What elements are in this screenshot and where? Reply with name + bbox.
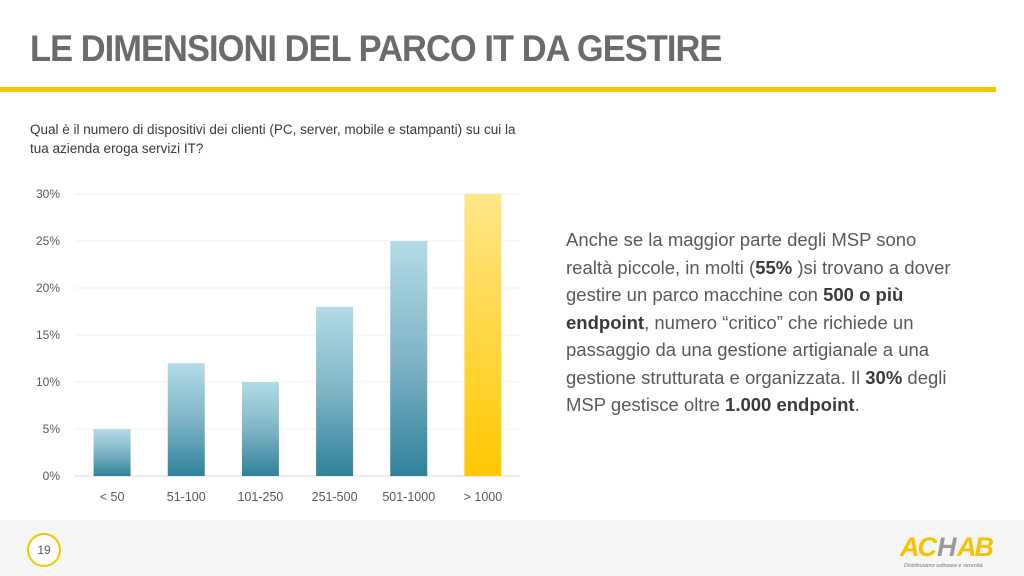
highlight-30: 30%	[865, 366, 903, 388]
y-tick-label: 5%	[43, 422, 61, 436]
commentary-text: Anche se la maggior parte degli MSP sono…	[566, 229, 951, 415]
y-tick-label: 25%	[36, 234, 60, 248]
footer	[0, 520, 1024, 576]
bar--50	[93, 429, 131, 476]
survey-question: Qual è il numero di dispositivi dei clie…	[30, 122, 516, 156]
svg-text:Distribuiamo software e sereni: Distribuiamo software e serenità	[904, 563, 983, 569]
x-tick-label: 501-1000	[382, 490, 435, 504]
x-tick-label: 101-250	[237, 490, 283, 504]
svg-text:H: H	[937, 532, 957, 562]
highlight-1000-endpoint: 1.000 endpoint	[725, 394, 855, 415]
bar-251-500	[316, 306, 354, 476]
y-tick-label: 30%	[36, 187, 60, 201]
svg-text:AB: AB	[956, 532, 993, 562]
x-tick-label: < 50	[100, 490, 125, 504]
bar-501-1000	[390, 241, 428, 476]
y-tick-label: 10%	[36, 375, 60, 389]
y-tick-label: 15%	[36, 328, 60, 342]
y-tick-label: 0%	[43, 469, 61, 483]
x-tick-label: 51-100	[167, 490, 206, 504]
bar--1000	[464, 194, 502, 476]
page-number: 19	[27, 533, 61, 567]
achab-logo: AC H AB Distribuiamo software e serenità	[899, 532, 995, 569]
svg-text:AC: AC	[899, 532, 937, 562]
highlight-55: 55%	[755, 256, 793, 278]
bar-chart: 0% 5% 10% 15% 20% 25% 30% < 50 51-100 101-250 251-…	[36, 187, 520, 504]
page-title: LE DIMENSIONI DEL PARCO IT DA GESTIRE	[30, 28, 722, 69]
x-tick-label: > 1000	[464, 490, 503, 504]
highlight-500-endpoint: 500 o più endpoint	[566, 284, 904, 333]
title-underline	[0, 87, 996, 92]
x-tick-label: 251-500	[312, 490, 358, 504]
bar-51-100	[167, 363, 205, 476]
y-tick-label: 20%	[36, 281, 60, 295]
bar-101-250	[241, 382, 279, 476]
